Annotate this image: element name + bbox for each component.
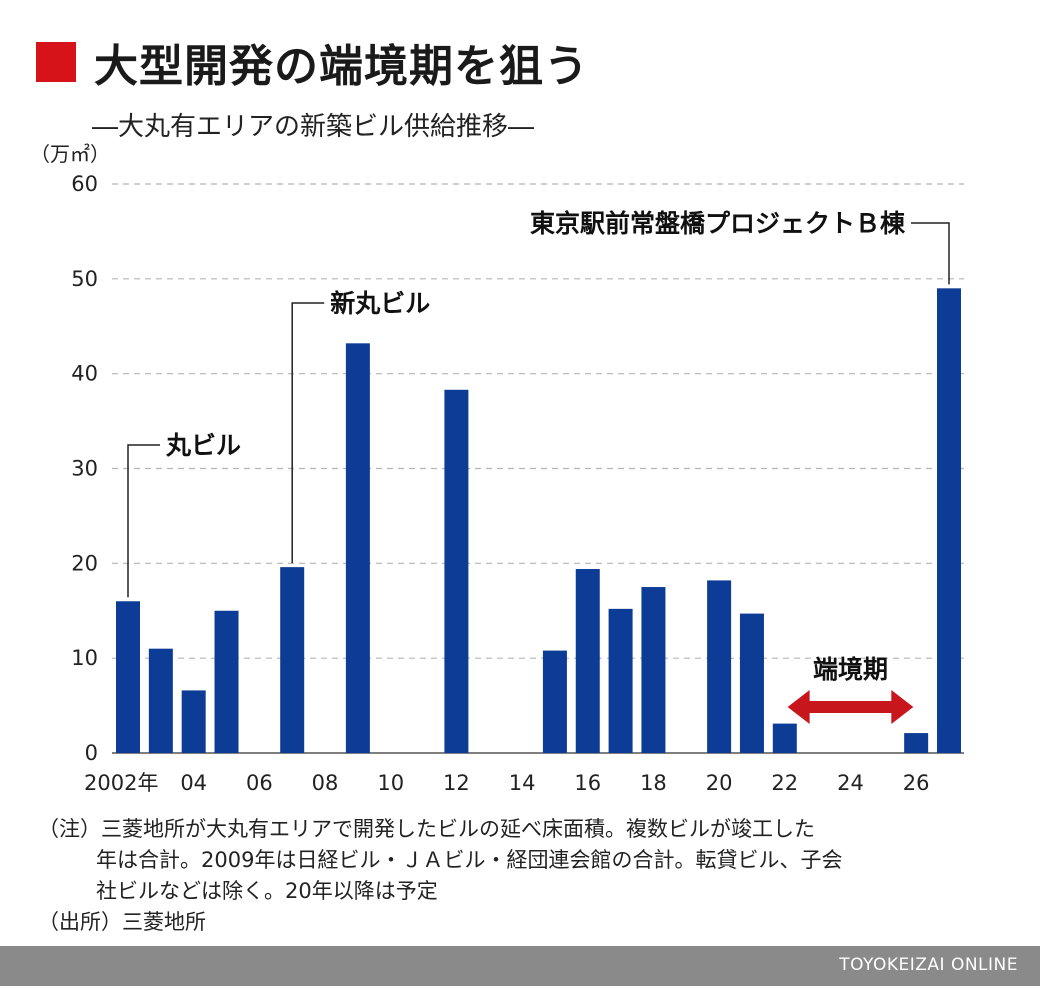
annotation-label: 東京駅前常盤橋プロジェクトＢ棟: [530, 209, 906, 238]
y-tick-label: 60: [71, 172, 98, 196]
annotation-leader-line: [127, 444, 160, 598]
y-tick-label: 40: [71, 362, 98, 386]
y-tick-label: 0: [85, 741, 98, 765]
y-tick-labels: 0 10 20 30 40 50 60: [71, 172, 98, 765]
y-tick-label: 20: [71, 551, 98, 575]
annotation-label: 新丸ビル: [330, 289, 430, 318]
bar-2012: [444, 389, 469, 753]
x-tick-label: 26: [903, 771, 930, 795]
title-row: 大型開発の端境期を狙う: [36, 30, 589, 94]
x-tick-labels: 2002年 04 06 08 10 12 14 16 18 20 22 24 26: [84, 771, 930, 795]
note-line-1: （注）三菱地所が大丸有エリアで開発したビルの延べ床面積。複数ビルが竣工した: [38, 817, 815, 841]
note-line-3: 社ビルなどは除く。20年以降は予定: [96, 879, 438, 903]
annotations: 丸ビル 新丸ビル 東京駅前常盤橋プロジェクトＢ棟: [127, 209, 950, 598]
chart-subtitle: ―大丸有エリアの新築ビル供給推移―: [92, 112, 535, 142]
source-line: （出所）三菱地所: [38, 910, 206, 934]
x-tick-label: 24: [837, 771, 864, 795]
x-tick-label: 16: [574, 771, 601, 795]
y-tick-label: 50: [71, 267, 98, 291]
bar-2009: [345, 343, 370, 753]
range-label: 端境期: [813, 655, 888, 684]
x-tick-label: 08: [312, 771, 339, 795]
bar-2021: [739, 613, 764, 753]
bar-2016: [575, 569, 600, 753]
footer-bar: TOYOKEIZAI ONLINE: [0, 946, 1040, 986]
annotation-2027: 東京駅前常盤橋プロジェクトＢ棟: [530, 209, 950, 285]
bar-2007: [280, 567, 305, 753]
bar-2017: [608, 608, 633, 753]
annotation-label: 丸ビル: [165, 431, 241, 460]
annotation-2007: 新丸ビル: [291, 289, 430, 564]
x-tick-label: 20: [706, 771, 733, 795]
double-arrow-icon: [787, 690, 914, 724]
x-tick-label: 14: [509, 771, 536, 795]
x-tick-label: 12: [443, 771, 470, 795]
bar-2018: [641, 587, 666, 753]
bars: [116, 288, 961, 753]
grid-lines: [112, 183, 964, 754]
y-axis-unit: （万㎡）: [30, 142, 110, 166]
annotation-leader-line: [911, 222, 950, 285]
bar-2015: [542, 650, 567, 753]
x-tick-label: 18: [640, 771, 667, 795]
bar-2027: [937, 288, 961, 753]
bar-2020: [707, 580, 732, 753]
bar-2003: [148, 648, 173, 753]
range-annotation: 端境期: [787, 655, 914, 724]
bar-2026: [904, 733, 929, 753]
bar-2004: [181, 690, 206, 753]
chart-title: 大型開発の端境期を狙う: [94, 41, 589, 92]
x-tick-label: 22: [771, 771, 798, 795]
annotation-leader-line: [291, 302, 325, 564]
x-tick-label: 10: [377, 771, 404, 795]
bar-2005: [214, 610, 239, 753]
annotation-2002: 丸ビル: [127, 431, 241, 598]
x-tick-label: 06: [246, 771, 273, 795]
footer-credit: TOYOKEIZAI ONLINE: [839, 955, 1018, 975]
title-square-icon: [36, 42, 76, 82]
y-tick-label: 30: [71, 457, 98, 481]
bar-2002: [116, 601, 140, 753]
bar-2022: [772, 723, 797, 753]
note-line-2: 年は合計。2009年は日経ビル・ＪＡビル・経団連会館の合計。転貸ビル、子会: [96, 848, 843, 872]
notes: （注）三菱地所が大丸有エリアで開発したビルの延べ床面積。複数ビルが竣工した 年は…: [38, 814, 842, 938]
x-tick-label: 2002年: [84, 771, 158, 795]
x-tick-label: 04: [180, 771, 207, 795]
y-tick-label: 10: [71, 646, 98, 670]
